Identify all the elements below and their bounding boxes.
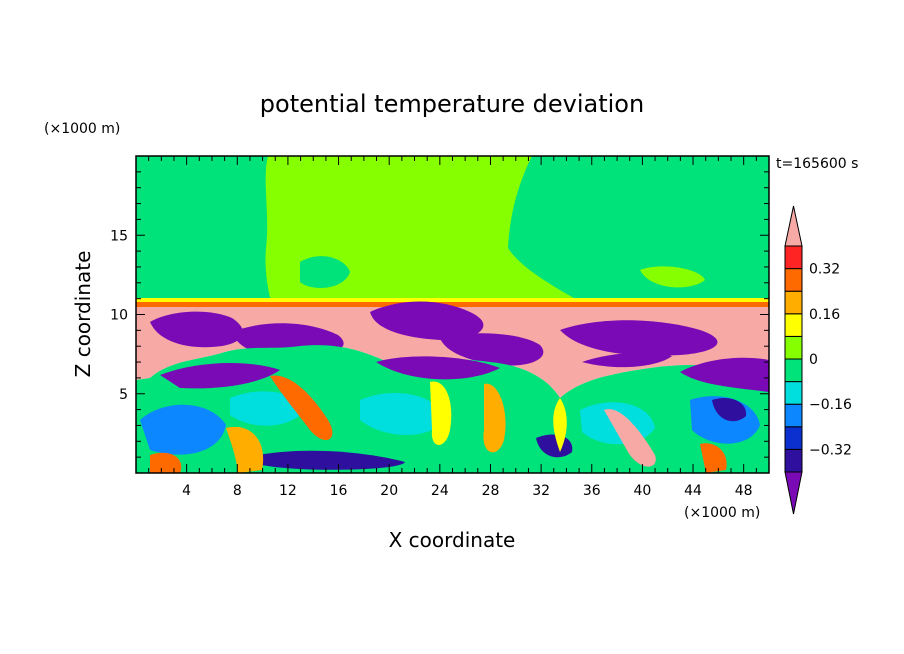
field-region-cool [230, 391, 305, 426]
field-region-cold [160, 363, 280, 389]
x-tick-label: 44 [684, 483, 702, 499]
x-tick-label: 4 [182, 483, 191, 499]
field-region-warm [150, 452, 182, 473]
colorbar-segment [784, 448, 803, 473]
colorbar-segment [784, 335, 803, 360]
colorbar: 0.32 0.16 0 −0.16 −0.32 [784, 205, 852, 515]
field-region-upper-right [508, 156, 769, 306]
colorbar-tick-label: 0 [809, 352, 818, 368]
field-region-cold [582, 352, 672, 368]
field-region-warm [226, 426, 264, 473]
field-region-cold [376, 356, 500, 380]
y-tick-label: 5 [119, 387, 128, 403]
x-tick-label: 40 [633, 483, 651, 499]
plot-area [136, 156, 769, 473]
y-unit-label: (×1000 m) [44, 121, 120, 137]
x-ticks: 4 8 12 16 20 24 28 32 36 40 44 48 [148, 156, 757, 499]
field-region-cold [245, 450, 405, 470]
field-region-warm [700, 443, 727, 473]
x-tick-label: 28 [482, 483, 500, 499]
field-region-warm [483, 383, 506, 453]
colorbar-extend-high [784, 205, 803, 247]
x-unit-label: (×1000 m) [684, 505, 760, 521]
time-label: t=165600 s [776, 156, 858, 172]
x-axis-label: X coordinate [389, 528, 516, 552]
field-patch [640, 266, 705, 288]
x-tick-label: 12 [279, 483, 297, 499]
x-tick-label: 8 [233, 483, 242, 499]
colorbar-tick-label: −0.16 [809, 397, 852, 413]
field-band [136, 298, 769, 303]
colorbar-segment [784, 381, 803, 405]
field-patch [300, 256, 350, 288]
colorbar-segment [784, 313, 803, 337]
field-patch [170, 265, 199, 288]
x-tick-label: 16 [330, 483, 348, 499]
field-region-cold [150, 311, 243, 348]
field-region-cool [140, 404, 226, 455]
colorbar-tick-label: 0.32 [809, 262, 840, 278]
field-region-warm [604, 409, 656, 467]
field-region-upper-left [136, 156, 272, 306]
y-ticks: 5 10 15 [110, 171, 769, 458]
y-tick-label: 15 [110, 228, 128, 244]
field-region-cold [680, 357, 769, 392]
field-region-warm [430, 381, 452, 445]
field-band [136, 302, 769, 307]
x-tick-label: 20 [380, 483, 398, 499]
colorbar-segment [784, 245, 803, 270]
colorbar-tick-label: 0.16 [809, 307, 840, 323]
x-tick-label: 36 [583, 483, 601, 499]
field-region-cold [440, 333, 544, 366]
x-tick-label: 48 [735, 483, 753, 499]
y-tick-label: 10 [110, 308, 128, 324]
colorbar-extend-low [784, 471, 803, 515]
colorbar-segment [784, 290, 803, 315]
field-region-cold [560, 320, 718, 356]
colorbar-segment [784, 358, 803, 383]
y-axis-label: Z coordinate [71, 251, 95, 378]
x-tick-label: 24 [431, 483, 449, 499]
field-region-warm [270, 375, 333, 441]
field-region-cold [370, 301, 484, 341]
field-region-cold [712, 397, 747, 422]
colorbar-segment [784, 403, 803, 428]
colorbar-segment [784, 268, 803, 292]
colorbar-segment [784, 426, 803, 450]
x-tick-label: 32 [532, 483, 550, 499]
field-region-cool [360, 392, 445, 435]
colorbar-tick-label: −0.32 [809, 442, 852, 458]
field-region-warm [553, 398, 567, 452]
chart-title: potential temperature deviation [260, 90, 644, 118]
